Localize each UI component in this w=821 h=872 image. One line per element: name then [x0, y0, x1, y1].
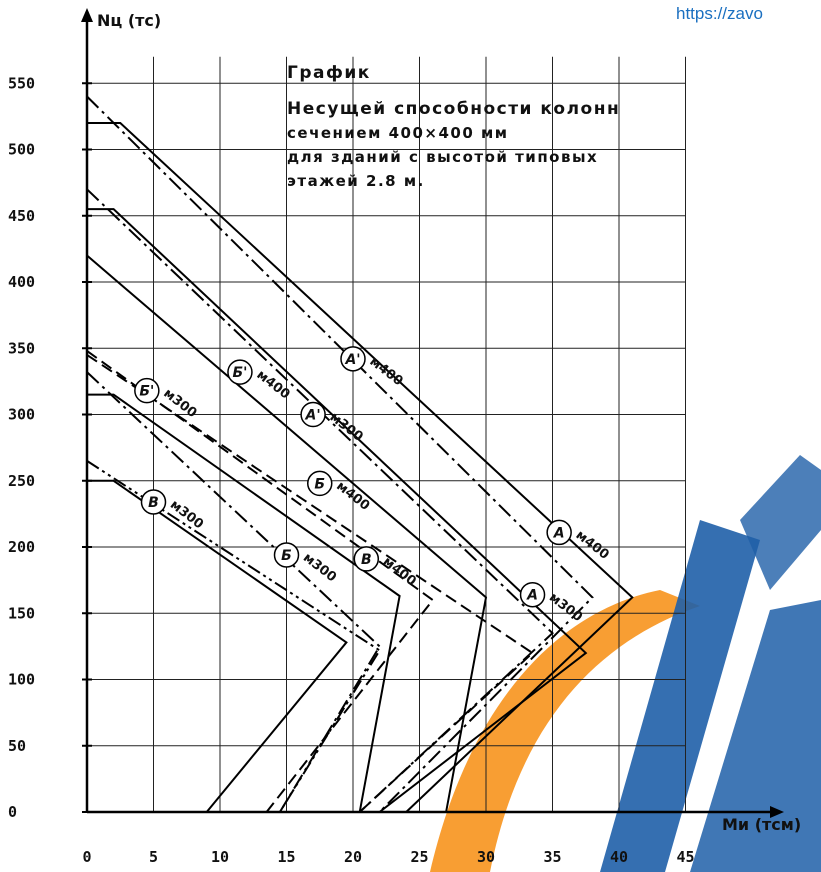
series-label-concrete: м300: [167, 497, 206, 532]
series-line: [86, 350, 435, 813]
series-label-letter: Б: [314, 476, 325, 492]
x-tick-label: 25: [410, 848, 428, 866]
x-tick-label: 45: [676, 848, 694, 866]
series-line: [87, 208, 588, 813]
series-label-letter: В: [148, 495, 159, 511]
series-label-letter: А': [344, 352, 360, 368]
series-label-concrete: м400: [380, 554, 419, 589]
y-tick-label: 100: [8, 671, 35, 689]
series-label-concrete: м300: [327, 410, 366, 445]
series-label-circle: [307, 470, 333, 497]
watermark-blue-shape-2: [690, 600, 821, 872]
y-tick-label: 550: [8, 74, 35, 92]
series-label-letter: Б': [139, 384, 154, 400]
watermark-orange-arc: [430, 590, 700, 872]
chart-title: График: [287, 63, 371, 83]
watermark-url[interactable]: https://zavo: [676, 4, 763, 23]
series-label-letter: А: [553, 525, 565, 541]
watermark-logo: [430, 455, 821, 872]
x-tick-label: 0: [82, 848, 91, 866]
series-line: [86, 354, 535, 813]
x-tick-label: 10: [211, 848, 229, 866]
series-group: [86, 95, 634, 813]
series-label-circle: [519, 581, 546, 608]
x-axis-label: Ми (тсм): [722, 815, 801, 834]
y-tick-label: 150: [8, 604, 35, 622]
series-line: [86, 254, 488, 813]
y-tick-label: 300: [8, 406, 35, 424]
y-tick-label: 400: [8, 273, 35, 291]
series-label-concrete: м400: [573, 528, 612, 563]
series-label-circle: [353, 546, 380, 572]
series-label-circle: [273, 542, 300, 568]
x-tick-label: 20: [344, 848, 362, 866]
series-line: [86, 95, 594, 813]
series-label-circle: [340, 346, 366, 372]
watermark-blue-shape-3: [740, 455, 821, 590]
series-label-letter: В: [361, 552, 372, 568]
y-tick-label: 50: [8, 737, 26, 755]
series-label: А' м400: [340, 346, 406, 389]
y-tick-label: 450: [8, 207, 35, 225]
series-label-concrete: м300: [160, 386, 199, 421]
series-label-circle: [227, 359, 253, 385]
chart-title-block: График Несущей способности колонн сечени…: [287, 63, 620, 190]
chart-subtitle-line-1: Несущей способности колонн: [287, 99, 620, 119]
series-line: [87, 479, 348, 813]
series-label-circle: [140, 489, 167, 515]
series-label: А' м300: [300, 401, 366, 445]
series-line: [87, 393, 401, 813]
chart-subtitle-line-3: для зданий с высотой типовых: [287, 148, 598, 166]
axes: [81, 8, 784, 818]
series-label-circle: [546, 519, 572, 546]
series-label-letter: А: [526, 588, 538, 604]
watermark-blue-shape-1: [600, 520, 760, 872]
series-label: Б' м400: [227, 359, 292, 403]
y-axis-label: Nц (тс): [97, 11, 161, 30]
y-tick-label: 200: [8, 538, 35, 556]
series-label-circle: [134, 377, 160, 404]
chart-subtitle-line-4: этажей 2.8 м.: [287, 172, 425, 190]
series-line: [86, 188, 554, 813]
series-label-letter: А': [305, 408, 321, 424]
series-label-letter: Б': [232, 365, 247, 381]
series-label-letter: Б: [281, 548, 292, 564]
series-label-concrete: м400: [367, 354, 406, 389]
y-tick-label: 350: [8, 339, 35, 357]
x-tick-label: 15: [277, 848, 295, 866]
x-tick-label: 40: [610, 848, 628, 866]
series-label-concrete: м300: [300, 550, 339, 585]
y-tick-label: 0: [8, 803, 17, 821]
x-tick-label: 35: [543, 848, 561, 866]
x-tick-label: 30: [477, 848, 495, 866]
series-line: [86, 460, 381, 813]
y-tick-label: 500: [8, 141, 35, 159]
series-label-circle: [300, 401, 326, 428]
x-tick-label: 5: [149, 848, 158, 866]
y-axis-arrow: [81, 8, 93, 22]
chart-subtitle-line-2: сечением 400×400 мм: [287, 124, 509, 142]
y-tick-label: 250: [8, 472, 35, 490]
x-axis-arrow: [770, 806, 784, 818]
